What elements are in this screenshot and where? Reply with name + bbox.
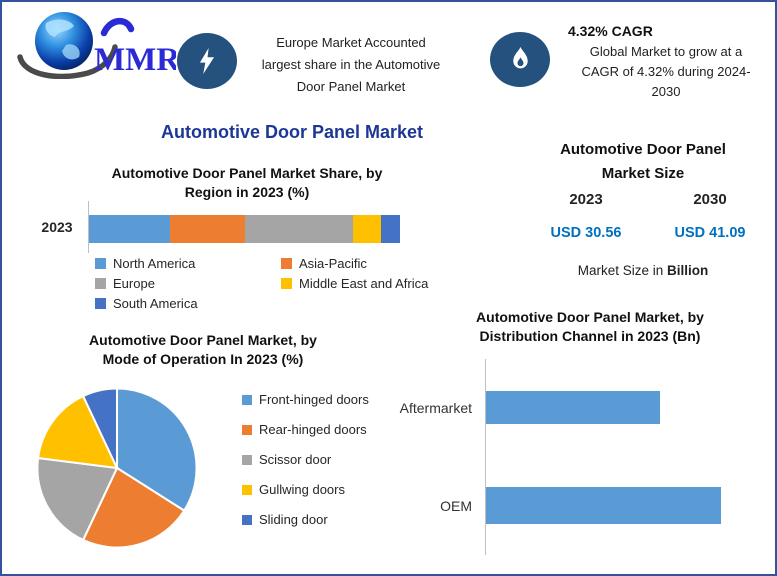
distribution-chart-title: Automotive Door Panel Market, by Distrib… bbox=[454, 308, 726, 346]
legend-item-rear-hinged-doors: Rear-hinged doors bbox=[242, 422, 367, 437]
pie-chart-title-line2: Mode of Operation In 2023 (%) bbox=[102, 351, 304, 367]
legend-swatch bbox=[95, 298, 106, 309]
logo-swoosh bbox=[17, 44, 118, 79]
footnote-prefix: Market Size in bbox=[577, 263, 668, 278]
bar-oem bbox=[486, 487, 721, 524]
region-stacked-bar bbox=[89, 215, 400, 243]
legend-label: Asia-Pacific bbox=[299, 256, 367, 271]
legend-swatch bbox=[242, 394, 252, 405]
cagr-block: 4.32% CAGR Global Market to grow at a CA… bbox=[558, 23, 774, 102]
highlight-line: largest share in the Automotive bbox=[261, 57, 441, 72]
legend-item-sliding-door: Sliding door bbox=[242, 512, 328, 527]
region-segment-south-america bbox=[381, 215, 400, 243]
mmr-logo: MMR bbox=[17, 12, 176, 79]
logo-brand-text: MMR bbox=[94, 42, 176, 78]
region-segment-europe bbox=[244, 215, 354, 243]
legend-swatch bbox=[242, 424, 252, 435]
bar-aftermarket bbox=[486, 391, 660, 424]
region-segment-middle-east-and-africa bbox=[353, 215, 382, 243]
pie-chart bbox=[36, 387, 198, 549]
market-size-year-2030: 2030 bbox=[693, 191, 727, 208]
globe-continent bbox=[62, 44, 80, 60]
legend-swatch bbox=[242, 454, 252, 465]
legend-label: Gullwing doors bbox=[259, 482, 345, 497]
pie-slice-gullwing-doors bbox=[36, 394, 119, 470]
pie-slice-sliding-door bbox=[81, 387, 119, 469]
page-title: Automotive Door Panel Market bbox=[160, 122, 424, 142]
legend-item-asia-pacific: Asia-Pacific bbox=[281, 256, 367, 271]
legend-item-europe: Europe bbox=[95, 276, 155, 291]
market-size-value-2023: USD 30.56 bbox=[550, 225, 622, 241]
legend-item-gullwing-doors: Gullwing doors bbox=[242, 482, 345, 497]
legend-item-scissor-door: Scissor door bbox=[242, 452, 331, 467]
market-size-footnote: Market Size in Billion bbox=[516, 263, 770, 278]
region-category-label: 2023 bbox=[41, 219, 73, 235]
legend-item-front-hinged-doors: Front-hinged doors bbox=[242, 392, 369, 407]
globe-continent bbox=[45, 19, 74, 37]
pie-chart-title-line1: Automotive Door Panel Market, by bbox=[89, 332, 317, 348]
legend-swatch bbox=[281, 278, 292, 289]
region-segment-asia-pacific bbox=[169, 215, 245, 243]
pie-slice-scissor-door bbox=[36, 456, 119, 542]
bar-label-oem: OEM bbox=[440, 498, 472, 514]
region-chart-title-line2: Region in 2023 (%) bbox=[184, 184, 310, 200]
legend-label: Europe bbox=[113, 276, 155, 291]
distribution-chart-title-line1: Automotive Door Panel Market, by bbox=[476, 309, 704, 325]
legend-swatch bbox=[242, 484, 252, 495]
highlight-line: Europe Market Accounted bbox=[276, 35, 426, 50]
logo-two-swoosh bbox=[100, 18, 135, 37]
legend-item-south-america: South America bbox=[95, 296, 198, 311]
market-size-title-line1: Automotive Door Panel bbox=[560, 141, 726, 158]
flame-badge bbox=[490, 32, 550, 87]
lightning-icon bbox=[199, 48, 215, 74]
region-segment-north-america bbox=[89, 215, 170, 243]
legend-label: Middle East and Africa bbox=[299, 276, 429, 291]
region-chart-title: Automotive Door Panel Market Share, by R… bbox=[74, 164, 420, 202]
region-chart-y-axis bbox=[88, 201, 89, 253]
legend-label: North America bbox=[113, 256, 196, 271]
cagr-line: 2030 bbox=[651, 84, 681, 99]
market-size-title: Automotive Door Panel Market Size bbox=[516, 138, 770, 186]
pie-chart-title: Automotive Door Panel Market, by Mode of… bbox=[38, 331, 368, 369]
cagr-body: Global Market to grow at a CAGR of 4.32%… bbox=[558, 42, 774, 102]
flame-icon bbox=[512, 46, 528, 69]
footnote-unit: Billion bbox=[667, 263, 709, 278]
cagr-line: CAGR of 4.32% during 2024- bbox=[581, 64, 751, 79]
market-size-year-2023: 2023 bbox=[569, 191, 603, 208]
cagr-heading: 4.32% CAGR bbox=[568, 23, 653, 39]
legend-label: Sliding door bbox=[259, 512, 328, 527]
legend-item-middle-east-and-africa: Middle East and Africa bbox=[281, 276, 428, 291]
cagr-line: Global Market to grow at a bbox=[589, 44, 743, 59]
legend-item-north-america: North America bbox=[95, 256, 195, 271]
distribution-chart-y-axis bbox=[485, 359, 486, 555]
legend-label: Scissor door bbox=[259, 452, 332, 467]
legend-label: Rear-hinged doors bbox=[259, 422, 367, 437]
bar-label-aftermarket: Aftermarket bbox=[399, 400, 472, 416]
market-size-value-2030: USD 41.09 bbox=[674, 225, 746, 241]
distribution-chart-title-line2: Distribution Channel in 2023 (Bn) bbox=[479, 328, 701, 344]
header-highlight: Europe Market Accounted largest share in… bbox=[240, 32, 462, 98]
market-size-title-line2: Market Size bbox=[601, 165, 685, 182]
legend-swatch bbox=[95, 258, 106, 269]
legend-label: Front-hinged doors bbox=[259, 392, 369, 407]
highlight-line: Door Panel Market bbox=[296, 79, 406, 94]
legend-swatch bbox=[242, 514, 252, 525]
legend-swatch bbox=[281, 258, 292, 269]
region-chart-title-line1: Automotive Door Panel Market Share, by bbox=[111, 165, 383, 181]
lightning-badge bbox=[177, 33, 237, 89]
legend-label: South America bbox=[113, 296, 198, 311]
legend-swatch bbox=[95, 278, 106, 289]
